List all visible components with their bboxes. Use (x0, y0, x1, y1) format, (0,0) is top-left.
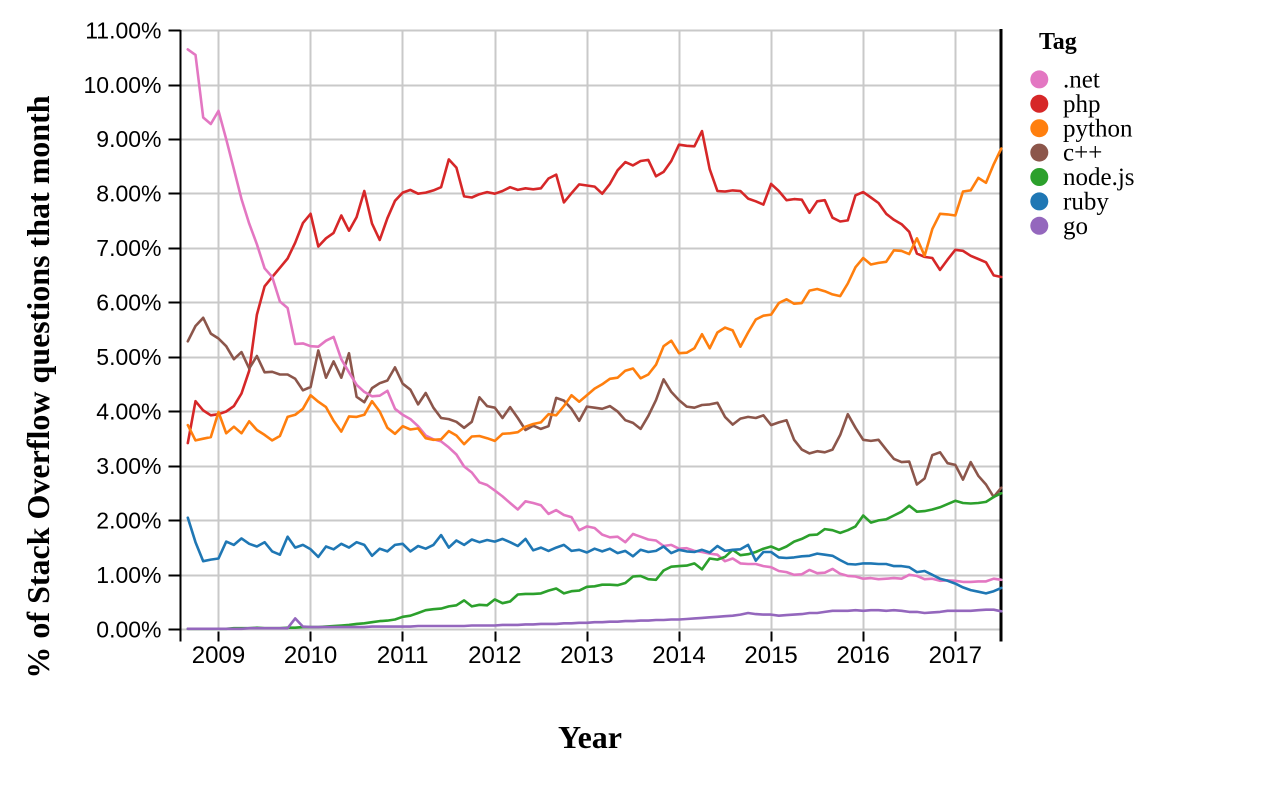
svg-text:go: go (1063, 213, 1088, 240)
svg-text:Tag: Tag (1039, 29, 1077, 55)
svg-text:6.00%: 6.00% (96, 290, 161, 316)
svg-text:ruby: ruby (1063, 189, 1109, 216)
svg-text:c++: c++ (1063, 140, 1102, 167)
svg-text:3.00%: 3.00% (96, 453, 161, 479)
svg-text:2011: 2011 (377, 642, 429, 669)
svg-text:node.js: node.js (1063, 164, 1135, 191)
svg-text:2013: 2013 (560, 642, 613, 669)
svg-text:2009: 2009 (192, 642, 245, 669)
svg-text:Year: Year (558, 719, 622, 755)
svg-text:1.00%: 1.00% (96, 562, 161, 588)
svg-text:2015: 2015 (744, 642, 797, 669)
svg-text:10.00%: 10.00% (83, 72, 161, 98)
svg-text:2012: 2012 (468, 642, 521, 669)
svg-text:4.00%: 4.00% (96, 399, 161, 425)
svg-text:11.00%: 11.00% (85, 17, 161, 43)
svg-text:2016: 2016 (837, 642, 890, 669)
svg-text:2017: 2017 (929, 642, 982, 669)
svg-text:5.00%: 5.00% (96, 344, 161, 370)
svg-text:php: php (1063, 91, 1101, 118)
svg-text:% of Stack Overflow questions: % of Stack Overflow questions that month (20, 95, 56, 678)
svg-text:2010: 2010 (284, 642, 337, 669)
svg-text:7.00%: 7.00% (96, 235, 161, 261)
svg-text:2014: 2014 (652, 642, 705, 669)
svg-text:8.00%: 8.00% (96, 181, 161, 207)
svg-text:9.00%: 9.00% (96, 126, 161, 152)
svg-text:2.00%: 2.00% (96, 507, 161, 533)
svg-text:.net: .net (1063, 67, 1100, 94)
svg-text:python: python (1063, 115, 1133, 142)
svg-text:0.00%: 0.00% (96, 616, 161, 642)
